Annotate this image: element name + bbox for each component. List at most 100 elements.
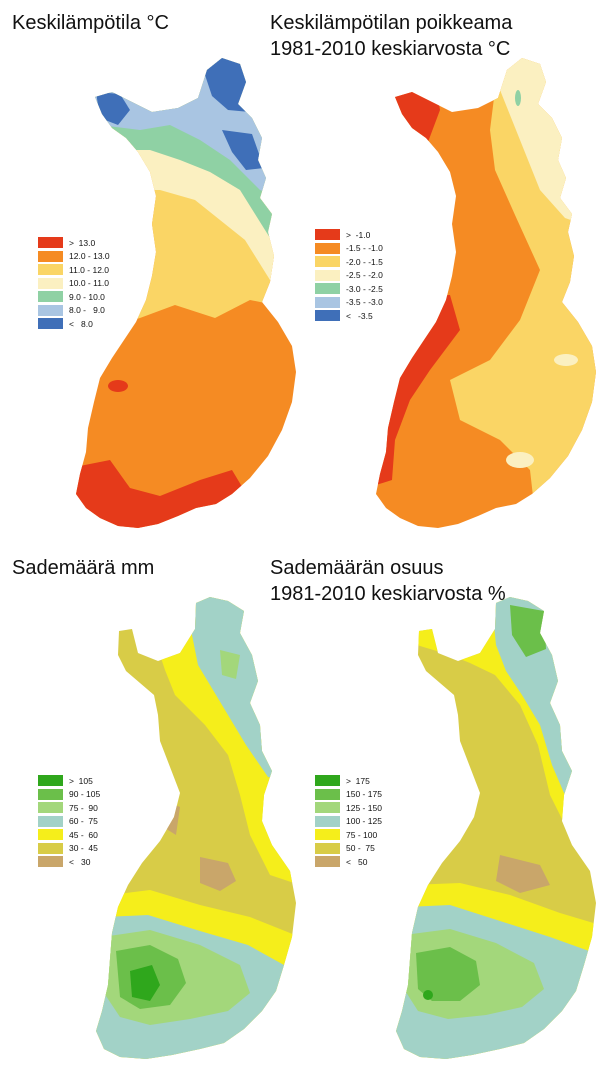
legend-label: 10.0 - 11.0 <box>69 278 110 289</box>
panel-precipitation: Sademäärä mm > 105 90 - 105 75 - 90 60 - 75… <box>0 545 300 1089</box>
legend-label: > 175 <box>346 775 370 786</box>
legend-item: 75 - 90 <box>38 801 100 815</box>
legend-item: > 105 <box>38 774 100 788</box>
legend-swatch <box>38 788 63 800</box>
legend: > 175 150 - 175 125 - 150 100 - 125 75 - 100… <box>315 774 382 869</box>
finland-map <box>96 597 296 1059</box>
legend-label: 150 - 175 <box>346 789 382 800</box>
legend-label: 75 - 90 <box>69 802 98 813</box>
title-line: Sademäärän osuus <box>270 557 444 579</box>
legend: > 13.0 12.0 - 13.0 11.0 - 12.0 10.0 - 11.0 9… <box>38 236 110 331</box>
title-line: 1981-2010 keskiarvosta °C <box>270 38 511 60</box>
legend-swatch <box>38 277 63 289</box>
legend-item: 8.0 - 9.0 <box>38 304 110 318</box>
legend-item: -2.0 - -1.5 <box>315 255 383 269</box>
legend-swatch <box>38 318 63 330</box>
legend-swatch <box>315 802 340 814</box>
legend-item: > 175 <box>315 774 382 788</box>
legend-swatch <box>38 856 63 868</box>
legend-item: 150 - 175 <box>315 788 382 802</box>
panel-precipitation-share: Sademäärän osuus 1981-2010 keskiarvosta … <box>270 545 600 1089</box>
legend-swatch <box>315 296 340 308</box>
legend-label: < 8.0 <box>69 318 93 329</box>
legend-label: 90 - 105 <box>69 789 101 800</box>
title-line: Sademäärä mm <box>12 557 155 579</box>
legend-swatch <box>38 842 63 854</box>
finland-map <box>376 58 596 528</box>
legend-label: < -3.5 <box>346 310 373 321</box>
legend-swatch <box>315 842 340 854</box>
legend-label: 125 - 150 <box>346 802 382 813</box>
legend-label: 50 - 75 <box>346 843 375 854</box>
legend-swatch <box>38 291 63 303</box>
title-line: Keskilämpötilan poikkeama <box>270 12 513 34</box>
panel-mean-temperature: Keskilämpötila °C > 13.0 12.0 - 13.0 11.0 … <box>0 0 300 544</box>
legend-label: 45 - 60 <box>69 829 98 840</box>
finland-map <box>76 58 296 528</box>
legend-item: 60 - 75 <box>38 815 100 829</box>
map-title: Sademäärä mm <box>12 555 154 581</box>
legend-label: > 105 <box>69 775 93 786</box>
legend-item: 30 - 45 <box>38 842 100 856</box>
legend-swatch <box>315 256 340 268</box>
legend-swatch <box>315 229 340 241</box>
legend-swatch <box>315 788 340 800</box>
legend-label: > 13.0 <box>69 237 96 248</box>
panel-temperature-anomaly: Keskilämpötilan poikkeama 1981-2010 kesk… <box>270 0 600 544</box>
finland-map <box>396 597 596 1059</box>
legend-item: < 50 <box>315 855 382 869</box>
legend-label: -3.5 - -3.0 <box>346 297 383 308</box>
legend-swatch <box>315 856 340 868</box>
map-title: Sademäärän osuus 1981-2010 keskiarvosta … <box>270 555 506 607</box>
legend-swatch <box>38 802 63 814</box>
title-line: 1981-2010 keskiarvosta % <box>270 583 506 605</box>
legend-item: < 30 <box>38 855 100 869</box>
legend-swatch <box>315 829 340 841</box>
legend-label: 60 - 75 <box>69 816 98 827</box>
legend-swatch <box>315 815 340 827</box>
legend-label: -3.0 - -2.5 <box>346 283 383 294</box>
legend-swatch <box>38 775 63 787</box>
legend-label: 75 - 100 <box>346 829 378 840</box>
legend-swatch <box>315 242 340 254</box>
legend: > -1.0 -1.5 - -1.0 -2.0 - -1.5 -2.5 - -2.0 -… <box>315 228 383 323</box>
legend-swatch <box>315 269 340 281</box>
legend: > 105 90 - 105 75 - 90 60 - 75 45 - 60 30 - 4… <box>38 774 100 869</box>
legend-label: > -1.0 <box>346 229 371 240</box>
legend-label: -1.5 - -1.0 <box>346 243 383 254</box>
legend-swatch <box>315 775 340 787</box>
legend-item: 45 - 60 <box>38 828 100 842</box>
legend-label: 100 - 125 <box>346 816 382 827</box>
legend-item: < 8.0 <box>38 317 110 331</box>
legend-swatch <box>38 237 63 249</box>
legend-label: 8.0 - 9.0 <box>69 305 105 316</box>
legend-swatch <box>38 264 63 276</box>
legend-item: 90 - 105 <box>38 788 100 802</box>
legend-item: -3.5 - -3.0 <box>315 296 383 310</box>
legend-swatch <box>315 283 340 295</box>
legend-label: 11.0 - 12.0 <box>69 264 110 275</box>
title-line: Keskilämpötila °C <box>12 12 169 34</box>
legend-label: < 30 <box>69 856 91 867</box>
legend-swatch <box>38 815 63 827</box>
legend-label: -2.5 - -2.0 <box>346 270 383 281</box>
legend-label: < 50 <box>346 856 368 867</box>
legend-label: 9.0 - 10.0 <box>69 291 105 302</box>
legend-item: 12.0 - 13.0 <box>38 250 110 264</box>
legend-label: 12.0 - 13.0 <box>69 251 110 262</box>
legend-swatch <box>315 310 340 322</box>
legend-item: 100 - 125 <box>315 815 382 829</box>
legend-label: -2.0 - -1.5 <box>346 256 383 267</box>
legend-item: 50 - 75 <box>315 842 382 856</box>
legend-item: 10.0 - 11.0 <box>38 277 110 291</box>
map-title: Keskilämpötila °C <box>12 10 169 36</box>
map-title: Keskilämpötilan poikkeama 1981-2010 kesk… <box>270 10 512 62</box>
legend-item: > -1.0 <box>315 228 383 242</box>
legend-swatch <box>38 250 63 262</box>
legend-item: -2.5 - -2.0 <box>315 269 383 283</box>
legend-item: 75 - 100 <box>315 828 382 842</box>
legend-item: 9.0 - 10.0 <box>38 290 110 304</box>
legend-item: 11.0 - 12.0 <box>38 263 110 277</box>
legend-item: -3.0 - -2.5 <box>315 282 383 296</box>
legend-label: 30 - 45 <box>69 843 98 854</box>
